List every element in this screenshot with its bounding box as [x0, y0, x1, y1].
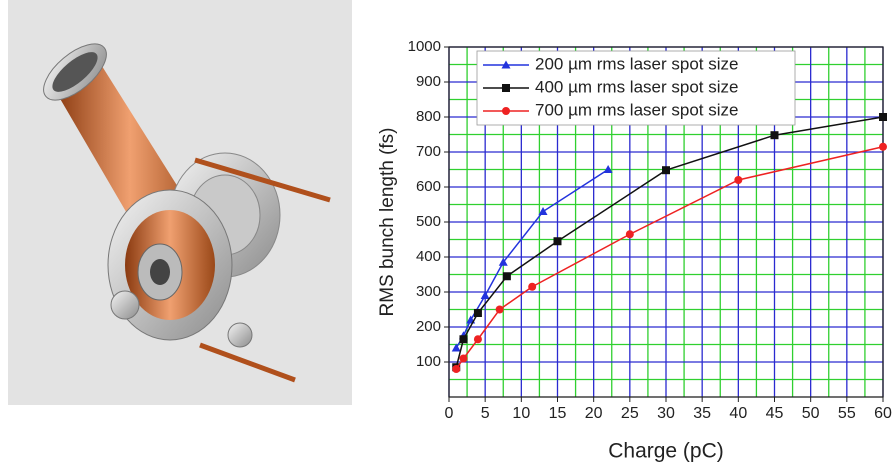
- legend-label: 200 µm rms laser spot size: [535, 54, 738, 73]
- y-tick-label: 100: [416, 353, 441, 370]
- x-tick-label: 0: [445, 405, 454, 422]
- data-point: [459, 335, 468, 344]
- x-axis-label: Charge (pC): [608, 440, 724, 463]
- y-tick-label: 1000: [408, 38, 441, 55]
- data-point: [498, 257, 508, 266]
- legend-label: 400 µm rms laser spot size: [535, 77, 738, 96]
- y-tick-label: 700: [416, 143, 441, 160]
- data-point: [770, 131, 779, 140]
- data-point: [502, 272, 511, 281]
- data-point: [459, 354, 468, 363]
- y-tick-label: 800: [416, 108, 441, 125]
- y-axis-label: RMS bunch length (fs): [377, 127, 398, 316]
- y-tick-label: 300: [416, 283, 441, 300]
- data-point: [528, 282, 537, 291]
- data-point: [538, 207, 548, 215]
- x-tick-label: 40: [729, 405, 747, 422]
- data-point: [451, 343, 461, 352]
- data-point: [553, 237, 562, 246]
- data-point: [662, 166, 670, 175]
- legend-marker: [501, 60, 511, 69]
- x-tick-label: 20: [585, 405, 603, 422]
- data-point: [473, 309, 482, 317]
- x-tick-label: 55: [838, 405, 856, 422]
- y-tick-label: 900: [416, 73, 441, 90]
- x-tick-label: 30: [657, 405, 675, 422]
- legend-label: 700 µm rms laser spot size: [535, 100, 738, 119]
- y-tick-label: 200: [416, 318, 441, 335]
- x-tick-label: 25: [621, 405, 639, 422]
- legend-marker: [502, 84, 510, 92]
- y-tick-label: 400: [416, 248, 441, 265]
- data-point: [603, 165, 613, 173]
- x-tick-label: 60: [874, 405, 892, 422]
- series-line: [455, 116, 884, 368]
- data-point: [879, 142, 887, 151]
- x-tick-label: 5: [481, 405, 490, 422]
- y-tick-label: 600: [416, 178, 441, 195]
- data-point: [625, 230, 634, 239]
- x-tick-label: 15: [549, 405, 567, 422]
- series-line: [455, 146, 884, 370]
- data-point: [879, 113, 887, 121]
- x-tick-label: 35: [693, 405, 711, 422]
- legend-box: [476, 50, 796, 126]
- data-point: [480, 291, 490, 299]
- x-tick-label: 10: [512, 405, 530, 422]
- data-point: [452, 365, 461, 373]
- data-point: [734, 176, 743, 184]
- legend-marker: [502, 107, 510, 115]
- data-point: [495, 305, 504, 314]
- data-point: [473, 335, 482, 344]
- x-tick-label: 50: [802, 405, 820, 422]
- y-tick-label: 500: [416, 213, 441, 230]
- gun-illustration: [8, 0, 352, 405]
- x-tick-label: 45: [766, 405, 784, 422]
